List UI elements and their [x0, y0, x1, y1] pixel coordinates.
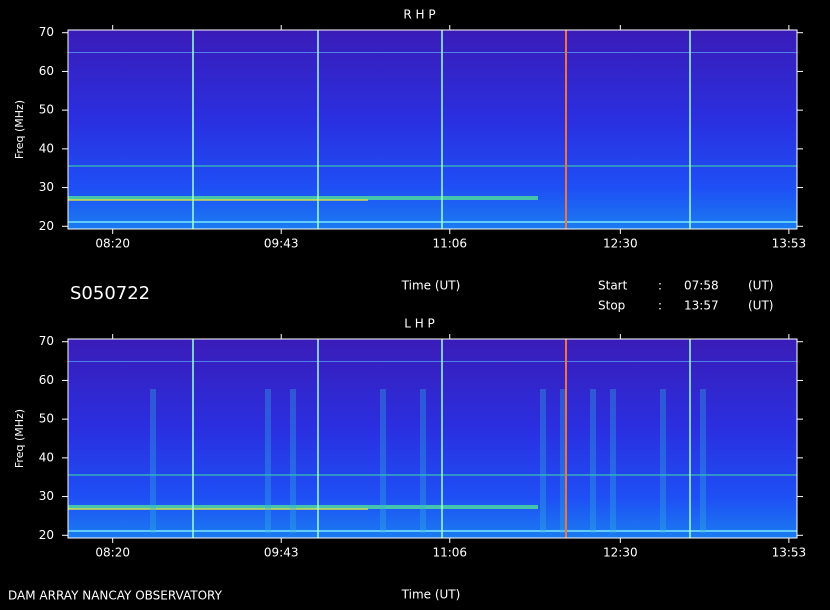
x-tick-label: 11:06 [432, 546, 467, 560]
burst [290, 389, 296, 533]
band [68, 508, 368, 510]
band [68, 221, 797, 223]
x-tick-label: 09:43 [264, 546, 299, 560]
frame [67, 338, 798, 539]
spectrum [68, 30, 797, 229]
start-time: 07:58 [684, 279, 719, 293]
y-tick-label: 50 [39, 412, 54, 426]
unit: (UT) [748, 299, 773, 313]
y-axis-label: Freq (MHz) [13, 409, 26, 468]
burst [610, 389, 616, 533]
y-tick-label: 20 [39, 219, 54, 233]
x-tick-label: 08:20 [95, 237, 130, 251]
y-tick-label: 70 [39, 25, 54, 39]
sep: : [658, 279, 662, 293]
x-tick-label: 08:20 [95, 546, 130, 560]
x-tick-label: 09:43 [264, 237, 299, 251]
burst [150, 389, 156, 533]
band [68, 361, 797, 362]
y-tick-label: 50 [39, 103, 54, 117]
burst [560, 389, 566, 533]
sep: : [658, 299, 662, 313]
unit: (UT) [748, 279, 773, 293]
burst [265, 389, 271, 533]
session-id: S050722 [70, 283, 150, 304]
band [68, 530, 797, 532]
x-axis-label: Time (UT) [401, 279, 461, 293]
y-tick-label: 20 [39, 528, 54, 542]
burst [590, 389, 596, 533]
footer: DAM ARRAY NANCAY OBSERVATORY [8, 589, 223, 603]
x-tick-label: 12:30 [603, 237, 638, 251]
y-tick-label: 30 [39, 180, 54, 194]
band [68, 52, 797, 53]
stop-label: Stop [598, 299, 625, 313]
start-label: Start [598, 279, 628, 293]
band [68, 165, 797, 167]
burst [540, 389, 546, 533]
band [68, 505, 538, 509]
panel-title: R H P [403, 8, 435, 22]
band [68, 196, 538, 200]
burst [700, 389, 706, 533]
y-axis-label: Freq (MHz) [13, 100, 26, 159]
band [68, 474, 797, 476]
stop-time: 13:57 [684, 299, 719, 313]
burst [660, 389, 666, 533]
y-tick-label: 60 [39, 373, 54, 387]
y-tick-label: 70 [39, 334, 54, 348]
y-tick-label: 40 [39, 141, 54, 155]
x-tick-label: 12:30 [603, 546, 638, 560]
panel-title: L H P [404, 317, 435, 331]
frame [67, 29, 798, 230]
band [68, 199, 368, 201]
y-tick-label: 60 [39, 64, 54, 78]
x-tick-label: 13:53 [772, 237, 807, 251]
x-axis-label: Time (UT) [401, 588, 461, 602]
y-tick-label: 40 [39, 450, 54, 464]
burst [420, 389, 426, 533]
burst [380, 389, 386, 533]
x-tick-label: 13:53 [772, 546, 807, 560]
y-tick-label: 30 [39, 489, 54, 503]
spectrum [68, 339, 797, 538]
x-tick-label: 11:06 [432, 237, 467, 251]
